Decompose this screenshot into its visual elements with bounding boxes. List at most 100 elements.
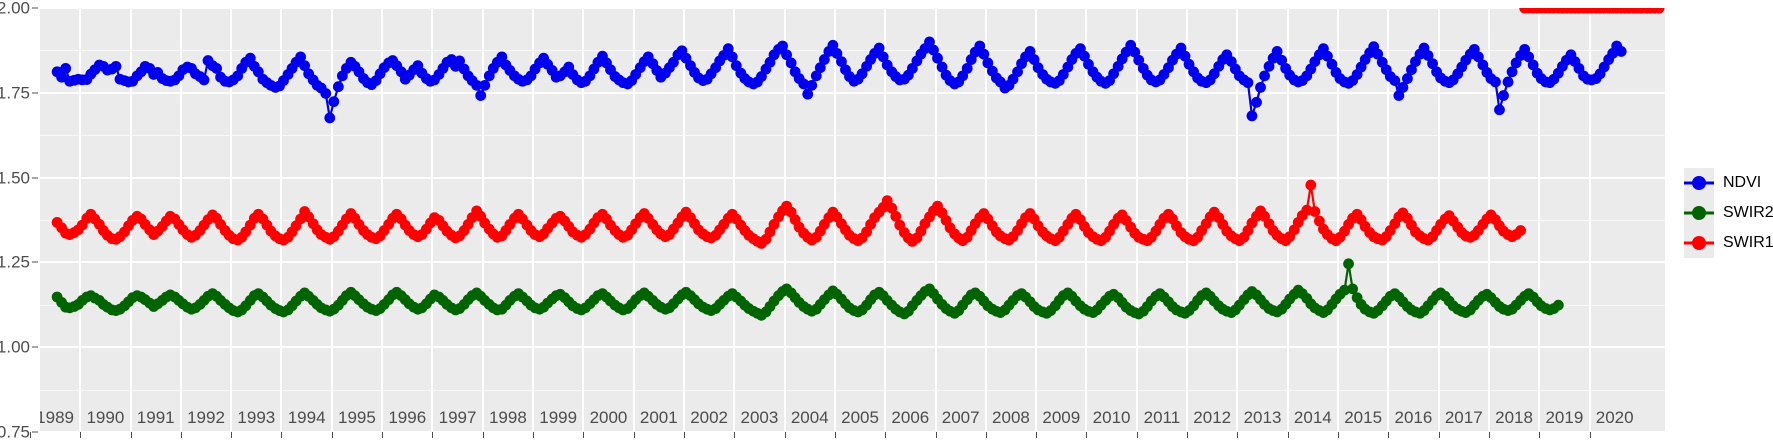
legend-item-swir2[interactable]: SWIR2 xyxy=(1684,198,1773,228)
data-point xyxy=(60,62,72,74)
data-point xyxy=(1523,51,1535,63)
x-axis-tick-label: 2003 xyxy=(740,408,779,427)
y-axis-tick-label: 1.25 xyxy=(0,252,30,272)
data-point xyxy=(299,60,311,72)
data-point xyxy=(1422,50,1434,61)
data-point xyxy=(982,57,994,69)
data-point xyxy=(1397,81,1409,93)
data-point xyxy=(1552,299,1564,311)
data-point xyxy=(198,74,210,86)
x-axis-tick-label: 2005 xyxy=(841,408,879,427)
x-axis-tick-mark xyxy=(80,432,82,438)
gridline-minor-horizontal xyxy=(40,220,1665,221)
legend-item-swir1[interactable]: SWIR1 xyxy=(1684,228,1773,258)
x-axis-tick-label: 1990 xyxy=(86,408,125,427)
data-point xyxy=(836,56,847,67)
data-point xyxy=(1271,46,1283,57)
x-axis-tick-mark xyxy=(231,432,233,438)
legend-point-icon xyxy=(1692,206,1706,220)
gridline-major-horizontal xyxy=(40,346,1665,349)
x-axis-tick-mark xyxy=(834,432,836,438)
legend-key-swatch xyxy=(1684,228,1714,258)
x-axis-tick-label: 1995 xyxy=(338,408,376,427)
y-axis: 2.00 1.75 1.50 1.25 1.00 0.75 xyxy=(0,0,40,442)
data-point xyxy=(1322,50,1333,62)
x-axis-tick-label: 2007 xyxy=(941,408,980,427)
gridline-major-horizontal xyxy=(40,8,1665,9)
data-point xyxy=(295,51,306,63)
legend: NDVI SWIR2 SWIR1 xyxy=(1684,168,1773,258)
data-point xyxy=(1028,54,1040,65)
x-axis-tick-mark xyxy=(130,432,132,438)
data-point xyxy=(831,48,843,59)
data-point xyxy=(1251,96,1262,108)
x-axis-tick-mark xyxy=(1287,432,1289,438)
data-point xyxy=(785,57,797,69)
data-point xyxy=(1133,54,1145,66)
data-point xyxy=(110,60,122,72)
gridline-major-vertical xyxy=(1286,8,1289,432)
data-point xyxy=(924,36,935,48)
x-axis-tick-label: 2000 xyxy=(589,408,628,427)
data-point xyxy=(211,62,222,74)
y-axis-tick-mark xyxy=(32,92,38,94)
x-axis-tick-mark xyxy=(1086,432,1088,438)
x-axis-tick-label: 1992 xyxy=(187,408,225,427)
data-point xyxy=(806,79,818,91)
x-axis-tick-label: 1993 xyxy=(237,408,276,427)
x-axis-tick-label: 1996 xyxy=(388,408,427,427)
data-point xyxy=(56,71,68,83)
x-axis-tick-mark xyxy=(331,432,333,438)
data-point xyxy=(1615,46,1627,57)
data-point xyxy=(1242,77,1254,89)
x-axis-tick-mark xyxy=(382,432,384,438)
data-point xyxy=(1494,104,1505,116)
x-axis-tick-label: 2002 xyxy=(690,408,729,427)
x-axis-tick-label: 2008 xyxy=(992,408,1030,427)
x-axis-tick-mark xyxy=(1438,432,1440,438)
gridline-major-vertical xyxy=(1085,8,1088,432)
x-axis-tick-label: 2019 xyxy=(1545,408,1584,427)
data-point xyxy=(475,90,487,101)
x-axis-tick-mark xyxy=(1337,432,1339,438)
gridline-minor-horizontal xyxy=(40,135,1665,137)
x-axis-tick-label: 2012 xyxy=(1193,408,1232,427)
legend-item-label: SWIR2 xyxy=(1723,204,1773,221)
data-point xyxy=(1259,70,1270,82)
x-axis-tick-label: 2006 xyxy=(891,408,930,427)
data-point xyxy=(1305,179,1317,191)
x-axis-tick-label: 1999 xyxy=(539,408,578,427)
gridline-minor-horizontal xyxy=(40,50,1665,52)
gridline-major-vertical xyxy=(381,8,384,432)
legend-item-label: NDVI xyxy=(1723,174,1762,191)
x-axis-tick-label: 2016 xyxy=(1394,408,1433,427)
x-axis-tick-mark xyxy=(1589,432,1591,438)
gridline-major-vertical xyxy=(1538,8,1541,432)
data-point xyxy=(1502,76,1514,88)
gridline-minor-horizontal xyxy=(40,389,1665,391)
series-swir1 xyxy=(51,8,1665,249)
gridline-major-horizontal xyxy=(40,176,1665,179)
data-point xyxy=(1347,283,1358,295)
x-axis-tick-mark xyxy=(1488,432,1490,438)
data-point xyxy=(320,88,332,99)
x-axis-tick-label: 2011 xyxy=(1143,408,1181,427)
gridline-major-vertical xyxy=(1186,8,1189,432)
data-point xyxy=(1326,58,1338,70)
data-point xyxy=(1653,8,1665,14)
x-axis-tick-label: 2001 xyxy=(639,408,678,427)
x-axis-tick-mark xyxy=(180,432,182,438)
gridline-major-vertical xyxy=(884,8,887,432)
x-axis-tick-label: 1991 xyxy=(136,408,175,427)
legend-item-ndvi[interactable]: NDVI xyxy=(1684,168,1773,198)
data-point xyxy=(1406,64,1417,76)
data-point xyxy=(1472,51,1484,63)
x-axis-tick-mark xyxy=(985,432,987,438)
x-axis-tick-mark xyxy=(683,432,685,438)
gridline-major-vertical xyxy=(1135,8,1138,432)
x-axis-tick-label: 2015 xyxy=(1344,408,1383,427)
gridline-major-vertical xyxy=(934,8,937,432)
x-axis-tick-mark xyxy=(1187,432,1189,438)
data-point xyxy=(1012,66,1023,78)
x-axis-tick-mark xyxy=(1136,432,1138,438)
